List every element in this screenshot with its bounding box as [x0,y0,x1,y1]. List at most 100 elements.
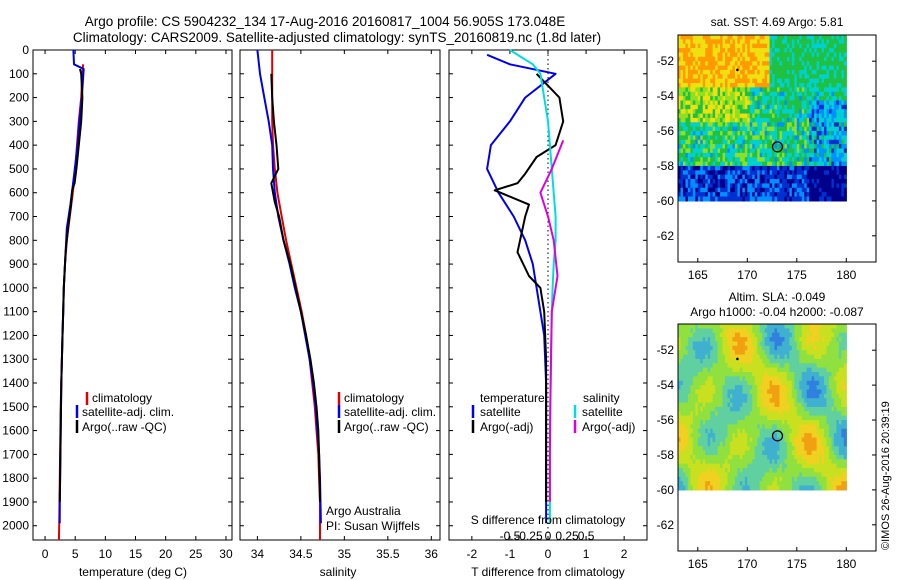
depth-tick-label: 100 [9,67,29,81]
depth-tick-label: 500 [9,162,29,176]
depth-tick-label: 2000 [2,519,29,533]
x-tick-label: 36 [425,547,439,561]
s-difference-label: S difference from climatology [471,513,626,527]
lat-tick-label: -58 [657,448,675,462]
temperature-x-axis: 0 5 10 15 20 25 30 [42,50,233,561]
sst-heatmap [678,35,847,202]
temperature-legend: climatology satellite-adj. clim. Argo(..… [75,391,174,434]
depth-tick-label: 1700 [2,447,29,461]
lat-tick-label: -54 [657,378,675,392]
depth-tick-label: 1300 [2,352,29,366]
depth-tick-label: 800 [9,233,29,247]
x-tick-label: 35 [338,547,352,561]
s-difference-tick-label: -0.5 [500,529,521,543]
depth-tick-label: 700 [9,210,29,224]
legend-label-satellite-adj: satellite-adj. clim. [82,405,174,419]
sla-map-subtitle: Argo h1000: -0.04 h2000: -0.087 [690,305,864,319]
x-tick-label: 34 [251,547,265,561]
depth-tick-label: 600 [9,186,29,200]
depth-tick-label: 0 [22,43,29,57]
depth-tick-label: 1400 [2,376,29,390]
figure-title: Argo profile: CS 5904232_134 17-Aug-2016… [85,14,565,29]
sst-map-panel: sat. SST: 4.69 Argo: 5.81 165 170 175 180 -5… [657,15,877,282]
lon-tick-label: 165 [688,557,708,571]
depth-tick-label: 1500 [2,400,29,414]
legend-label-sal-argo: Argo(-adj) [582,420,635,434]
s-difference-tick-label: 0.5 [578,529,595,543]
x-tick-label: 2 [621,547,628,561]
argo-position-marker [771,141,784,153]
sst-map-title: sat. SST: 4.69 Argo: 5.81 [711,15,844,29]
lon-tick-label: 180 [836,557,856,571]
t-difference-x-axis: -2 -1 0 1 2 [467,50,628,561]
sst-map-frame [677,34,877,263]
depth-tick-label: 300 [9,114,29,128]
lon-tick-label: 180 [836,268,856,282]
legend-label-argo: Argo(..raw -QC) [82,420,167,434]
x-tick-label: 25 [189,547,203,561]
argo-position-marker [771,430,784,442]
salinity-x-axis: 34 34.5 35 35.5 36 [251,50,439,561]
sst-map-dot [736,68,739,72]
depth-tick-label: 1600 [2,424,29,438]
lat-tick-label: -56 [657,124,675,138]
lon-tick-label: 170 [737,557,757,571]
argo-australia-label: Argo Australia [326,504,401,518]
lon-tick-label: 175 [787,557,807,571]
temperature-panel: 0100200300400500600700800900100011001200… [2,43,233,579]
depth-tick-label: 200 [9,91,29,105]
sla-heatmap [678,324,847,491]
lon-tick-label: 165 [688,268,708,282]
lat-tick-label: -62 [657,518,675,532]
sla-map-dot [736,357,739,361]
x-tick-label: 35.5 [376,547,400,561]
depth-axis: 0 100 200 300 400 500 600 700 800 900 1000 1100 1200… [2,43,232,533]
s-difference-tick-label: 0.25 [555,529,579,543]
legend-label-argo: Argo(..raw -QC) [344,420,429,434]
pi-label: PI: Susan Wijffels [326,519,420,533]
series-salinity-argo-adj [539,140,565,502]
lat-tick-label: -62 [657,229,675,243]
sst-map-axes: 165 170 175 180 -52 -54 -56 -58 -60 -62 [657,54,876,282]
x-tick-label: 5 [72,547,79,561]
lat-tick-label: -52 [657,54,675,68]
lat-tick-label: -58 [657,159,675,173]
salinity-panel: 34 34.5 35 35.5 36 salinity climatology sate… [239,49,441,579]
difference-panel: -2 -1 0 1 2 -0.5-0.25 0 0.25 0.5 S difference f… [448,49,648,579]
sla-map-panel: Altim. SLA: -0.049 Argo h1000: -0.04 h20… [657,290,877,571]
depth-tick-label: 1900 [2,495,29,509]
series-argo-raw-qc [58,68,84,502]
sla-map-axes: 165 170 175 180 -52 -54 -56 -58 -60 -62 [657,343,876,571]
s-difference-tick-label: -0.25 [515,529,543,543]
legend-label-temp-argo: Argo(-adj) [480,420,533,434]
lat-tick-label: -60 [657,483,675,497]
depth-tick-label: 900 [9,257,29,271]
salinity-xlabel: salinity [320,565,357,579]
depth-tick-label: 1100 [3,305,29,319]
legend-label-sal-satellite: satellite [582,405,623,419]
difference-legend: temperature salinity satellite Argo(-adj… [471,391,635,434]
x-tick-label: 1 [583,547,590,561]
legend-header-salinity: salinity [583,391,620,405]
t-difference-xlabel: T difference from climatology [471,565,625,579]
lon-tick-label: 175 [787,268,807,282]
legend-label-climatology: climatology [92,391,152,405]
imos-credit: ©IMOS 26-Aug-2016 20:39:19 [880,401,892,550]
x-tick-label: 20 [159,547,173,561]
temperature-xlabel: temperature (deg C) [79,565,187,579]
lat-tick-label: -54 [657,89,675,103]
depth-tick-label: 1000 [2,281,29,295]
x-tick-label: 30 [219,547,233,561]
depth-tick-label: 1800 [2,471,29,485]
salinity-legend: climatology satellite-adj. clim. Argo(..… [337,391,436,434]
lat-tick-label: -60 [657,194,675,208]
x-tick-label: -1 [505,547,516,561]
lat-tick-label: -52 [657,343,675,357]
s-difference-x-axis: -0.5-0.25 0 0.25 0.5 [500,529,595,543]
x-tick-label: 15 [129,547,143,561]
series-argo-raw-qc [270,73,321,502]
s-difference-tick-label: 0 [545,529,552,543]
series-temperature-argo-adj [493,73,565,502]
x-tick-label: 34.5 [289,547,313,561]
